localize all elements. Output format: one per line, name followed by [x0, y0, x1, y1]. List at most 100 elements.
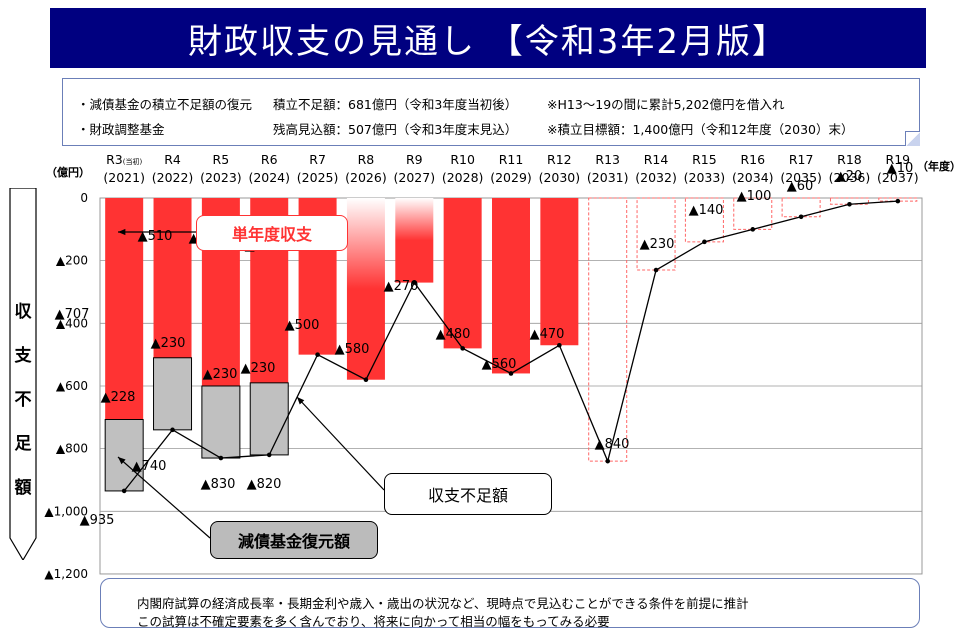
x-axis-unit: （年度）: [917, 159, 955, 173]
shortfall-point: [895, 198, 901, 204]
bar: [540, 198, 579, 346]
side-label-char: 収: [14, 302, 32, 322]
data-label: ▲100: [737, 189, 772, 204]
x-tick-label: R15: [692, 152, 717, 167]
shortfall-point: [653, 267, 659, 273]
x-tick-label: R19: [886, 152, 911, 167]
x-tick-year: (2034): [732, 170, 774, 185]
data-label: ▲10: [887, 161, 914, 176]
chart: ▲707▲510▲600▲590▲500▲580▲270▲480▲560▲470…: [44, 152, 955, 580]
x-tick-year: (2027): [394, 170, 436, 185]
page-title: 財政収支の見通し 【令和3年2月版】: [50, 8, 926, 68]
data-label: ▲707: [55, 307, 90, 322]
x-tick-year: (2036): [829, 170, 871, 185]
bar: [829, 197, 869, 205]
x-tick-year: (2022): [152, 170, 194, 185]
y-tick-label: ▲400: [56, 316, 88, 330]
x-tick-year: (2029): [490, 170, 532, 185]
bar: [492, 198, 530, 374]
y-tick-label: ▲1,000: [44, 504, 88, 518]
reserve-label: ▲230: [203, 367, 238, 382]
x-tick-label: R18: [837, 152, 862, 167]
x-tick-label: R11: [499, 152, 524, 167]
callout-arrow-reserve: [117, 456, 211, 539]
shortfall-point: [218, 455, 224, 461]
y-tick-label: ▲800: [56, 442, 88, 456]
total-label: ▲820: [247, 477, 282, 492]
side-label: 収 支 不 足 額: [11, 290, 35, 510]
side-label-char: 不: [14, 390, 32, 410]
side-label-char: 足: [14, 434, 32, 454]
data-label: ▲840: [595, 437, 630, 452]
reserve-label: ▲230: [241, 361, 276, 376]
shortfall-point: [121, 488, 127, 494]
x-tick-label: R6: [261, 152, 278, 167]
data-label: ▲270: [384, 279, 419, 294]
data-label: ▲60: [787, 179, 814, 194]
shortfall-point: [170, 427, 175, 433]
shortfall-point: [363, 377, 369, 383]
x-tick-label: R5: [213, 152, 230, 167]
bar: [588, 197, 628, 462]
callout-arrow-shortfall-head: [297, 397, 305, 405]
x-tick-label: R13: [595, 152, 620, 167]
side-arrow-icon: [9, 188, 37, 560]
x-tick-label: R3(当初): [106, 152, 142, 167]
side-label-char: 支: [14, 346, 32, 366]
info-value: 残高見込額：507億円（令和3年度末見込）: [273, 122, 518, 137]
x-tick-year: (2032): [635, 170, 677, 185]
x-tick-label: R10: [450, 152, 475, 167]
info-note: ※積立目標額：1,400億円（令和12年度（2030）末）: [547, 122, 854, 137]
info-label: ・減債基金の積立不足額の復元: [77, 97, 253, 112]
y-axis-unit: （億円）: [46, 165, 90, 179]
note-line: 内閣府試算の経済成長率・長期金利や歳入・歳出の状況など、現時点で見込むことができ…: [137, 596, 749, 611]
x-tick-label: R4: [164, 152, 181, 167]
x-tick-year: (2037): [877, 170, 919, 185]
shortfall-point: [557, 342, 562, 348]
reserve-label: ▲228: [101, 390, 136, 405]
callout-shortfall: 収支不足額: [384, 473, 552, 515]
shortfall-point: [315, 352, 320, 357]
shortfall-point: [750, 227, 756, 232]
bar: [636, 197, 676, 271]
data-label: ▲470: [530, 327, 565, 342]
y-tick-label: ▲600: [56, 379, 88, 393]
x-tick-year: (2025): [297, 170, 339, 185]
callout-arrow-shortfall: [296, 396, 385, 491]
y-tick-label: ▲200: [56, 254, 88, 268]
x-tick-year: (2026): [345, 170, 387, 185]
x-tick-year: (2030): [539, 170, 581, 185]
reserve-label: ▲230: [151, 336, 186, 351]
x-tick-year: (2031): [587, 170, 629, 185]
page-fold-icon: [905, 131, 920, 146]
bar: [443, 198, 482, 349]
data-label: ▲580: [335, 342, 370, 357]
data-label: ▲560: [482, 357, 517, 372]
data-label: ▲480: [436, 327, 471, 342]
info-label: ・財政調整基金: [77, 122, 165, 137]
data-label: ▲510: [138, 229, 173, 244]
total-label: ▲740: [132, 459, 167, 474]
shortfall-point: [460, 346, 465, 351]
x-tick-label: R9: [406, 152, 423, 167]
data-label: ▲20: [836, 169, 863, 184]
bar: [105, 198, 144, 420]
info-box: ・減債基金の積立不足額の復元 積立不足額：681億円（令和3年度当初後） ※H1…: [62, 78, 920, 146]
x-tick-label: R16: [740, 152, 765, 167]
shortfall-point: [702, 239, 707, 245]
bar: [153, 198, 192, 358]
reserve-bar: [104, 419, 144, 492]
x-tick-suffix: (当初): [123, 157, 143, 166]
x-tick-year: (2033): [684, 170, 726, 185]
y-tick-label: 0: [80, 191, 88, 205]
total-label: ▲935: [80, 513, 115, 528]
callout-arrow-single-year-head: [118, 228, 126, 236]
reserve-bar: [153, 357, 193, 431]
callout-reserve: 減債基金復元額: [210, 521, 378, 559]
x-tick-label: R8: [358, 152, 375, 167]
x-tick-label: R17: [789, 152, 814, 167]
x-tick-year: (2028): [442, 170, 484, 185]
reserve-bar: [249, 382, 289, 456]
info-value: 積立不足額：681億円（令和3年度当初後）: [273, 97, 518, 112]
bar: [395, 198, 434, 283]
